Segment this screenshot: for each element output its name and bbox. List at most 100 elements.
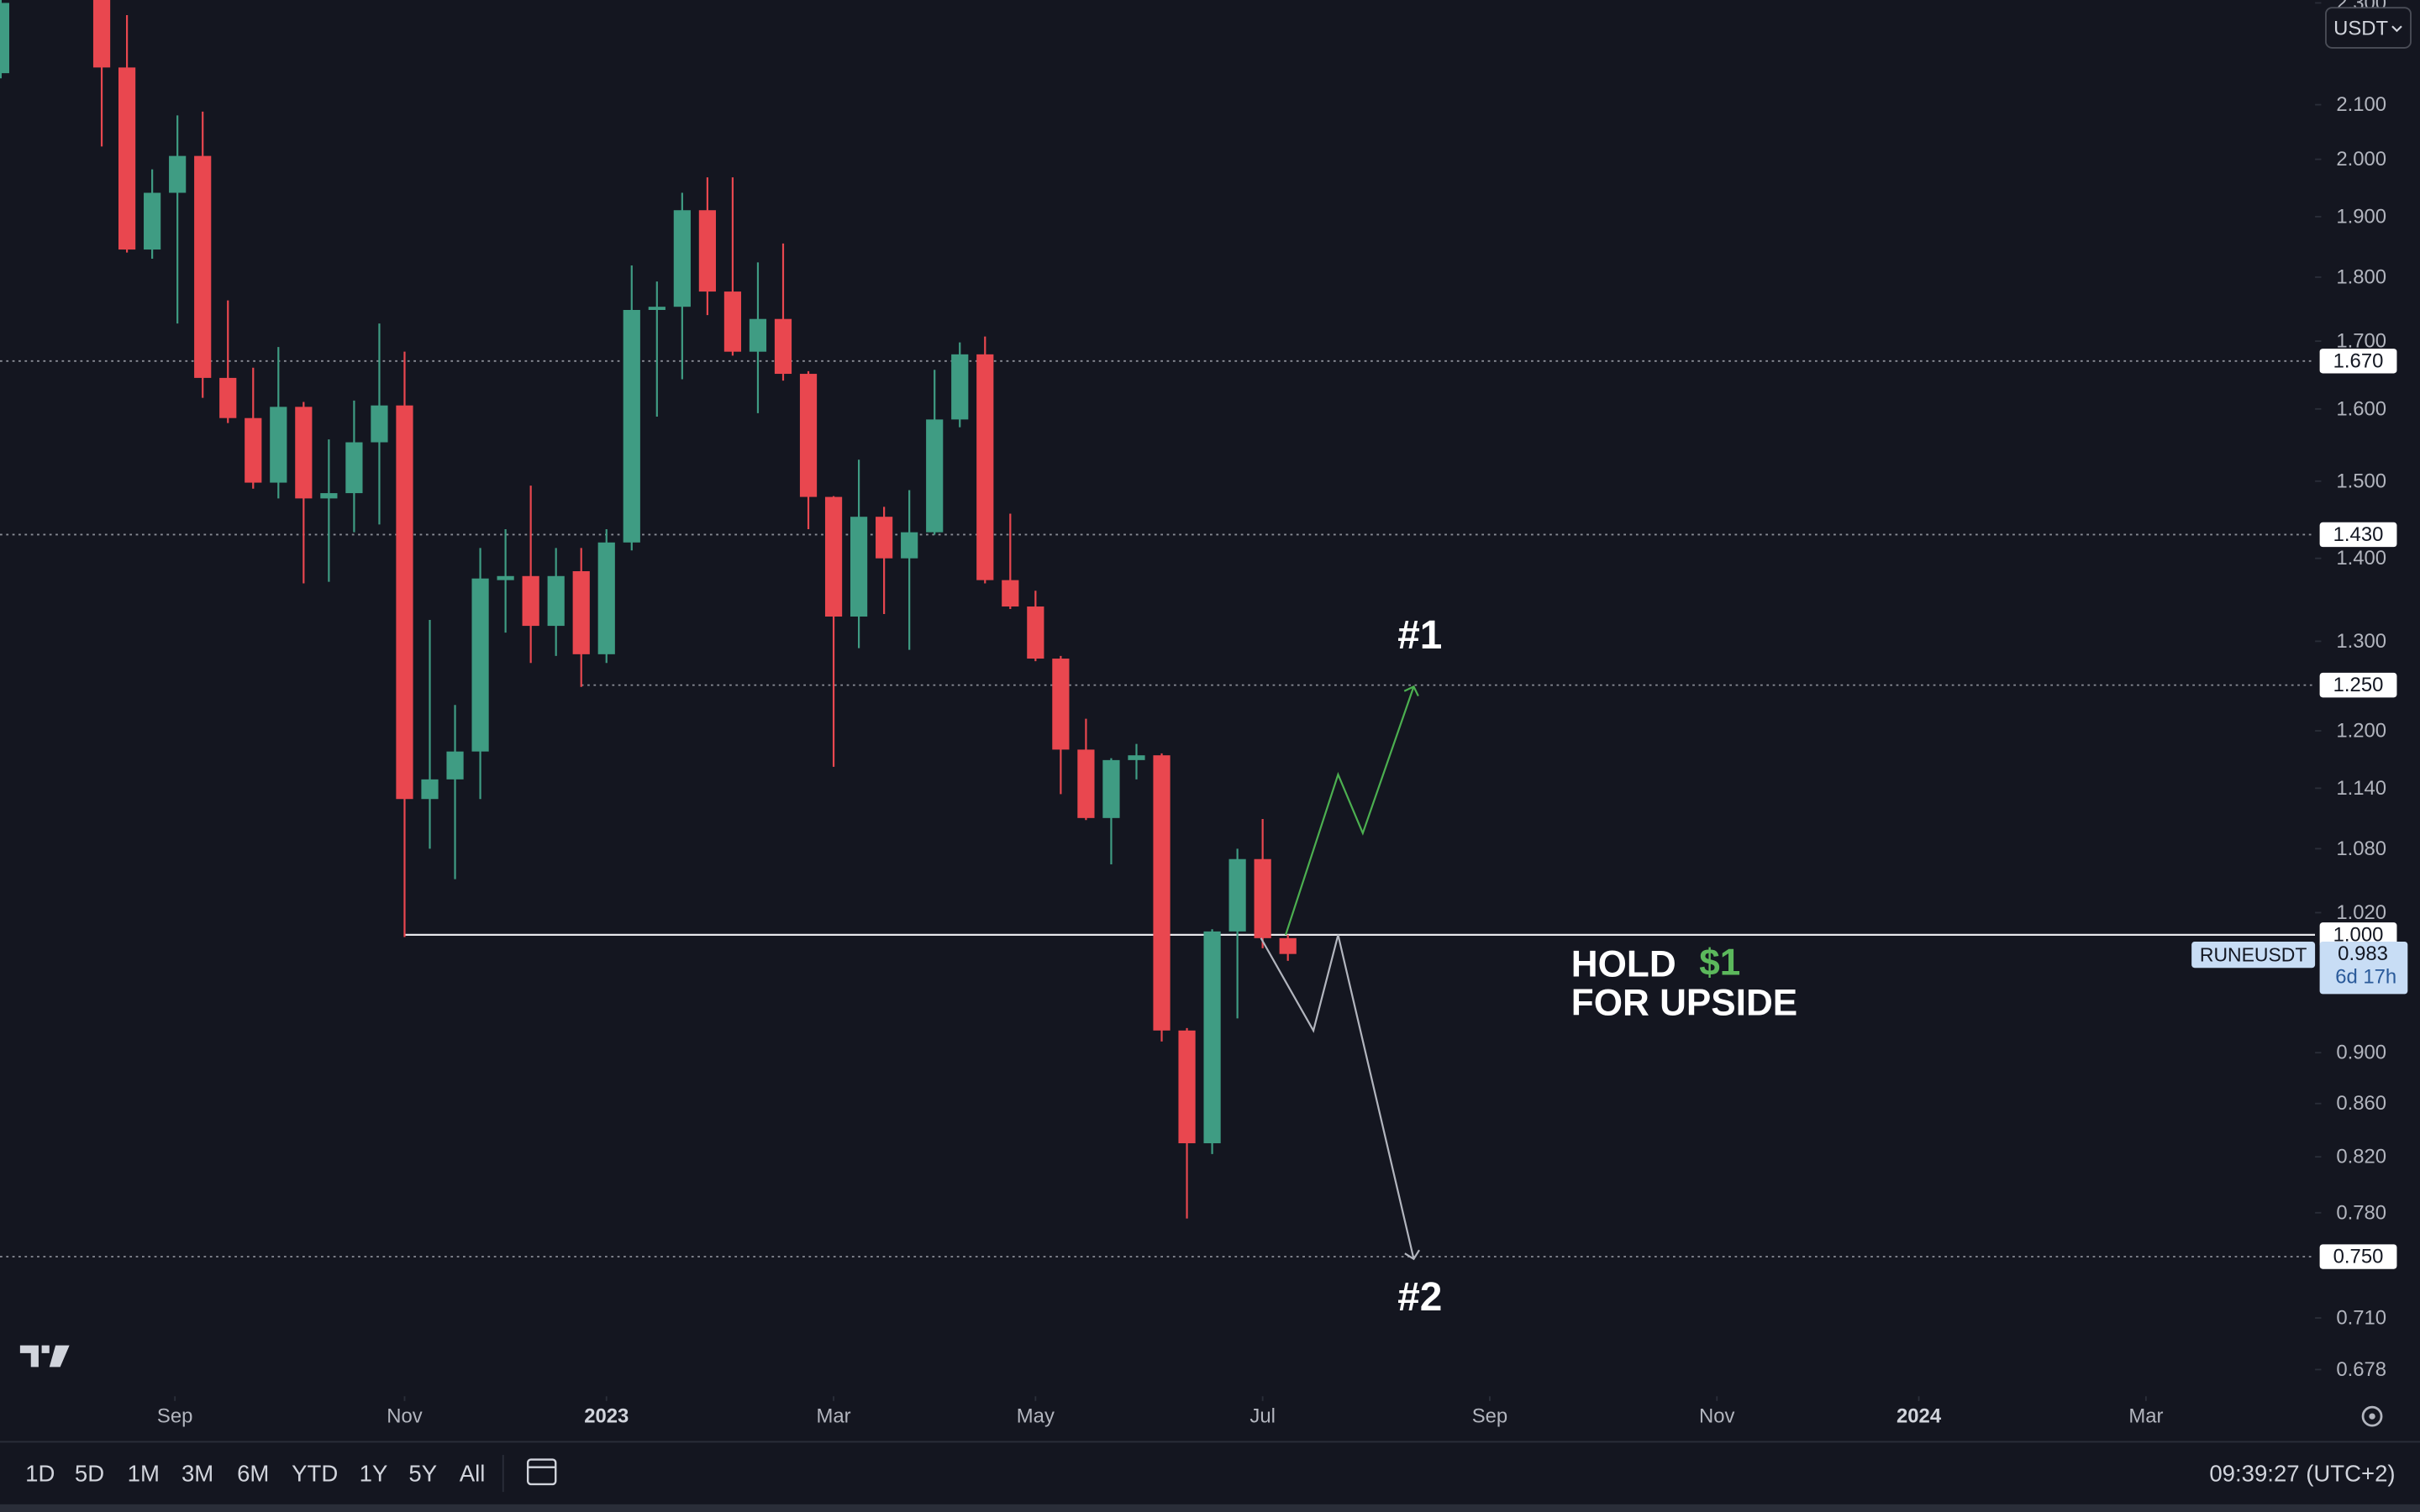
candle-body bbox=[497, 575, 514, 580]
time-axis: Sep Nov 2023 Mar May Jul Sep Nov 2024 Mar bbox=[157, 1396, 2163, 1428]
level-label-box bbox=[2319, 349, 2397, 374]
tv-logo bbox=[19, 1345, 70, 1368]
y-tick-label: 1.140 bbox=[2336, 777, 2386, 800]
bottom-toolbar: 09:39:27 (UTC+2) 1D 5D 1M 3M 6M YTD 1Y 5Y All bbox=[25, 1455, 2396, 1493]
y-tick-label: 1.300 bbox=[2336, 630, 2386, 653]
currency-label[interactable]: USDT bbox=[2333, 17, 2388, 39]
candle-body bbox=[976, 354, 994, 580]
y-tick-label: 1.900 bbox=[2336, 205, 2386, 228]
range-button[interactable]: 3M bbox=[182, 1461, 213, 1487]
candle-body bbox=[1203, 931, 1221, 1144]
currency-box[interactable] bbox=[2325, 7, 2412, 49]
annotation-upside: FOR UPSIDE bbox=[1571, 982, 1797, 1023]
candle-body bbox=[926, 419, 944, 533]
x-tick-label: Jul bbox=[1249, 1405, 1276, 1428]
x-tick-label: Mar bbox=[2128, 1405, 2163, 1428]
calendar-icon[interactable] bbox=[526, 1458, 557, 1486]
x-tick-label: Sep bbox=[1472, 1405, 1507, 1428]
settings-icon[interactable] bbox=[2361, 1405, 2383, 1427]
date-range-button[interactable] bbox=[526, 1458, 557, 1486]
level-label-box bbox=[2319, 522, 2397, 548]
candle-body bbox=[245, 417, 262, 483]
annotation-1: #1 bbox=[1397, 613, 1442, 658]
candle-body bbox=[1002, 580, 1019, 607]
y-tick-label: 1.080 bbox=[2336, 837, 2386, 860]
y-tick-label: 1.800 bbox=[2336, 265, 2386, 288]
annotation-hold: HOLD bbox=[1571, 943, 1676, 984]
y-tick-label: 1.020 bbox=[2336, 901, 2386, 924]
range-button[interactable]: 1Y bbox=[360, 1461, 388, 1487]
x-tick-label: Mar bbox=[817, 1405, 851, 1428]
candle-body bbox=[144, 192, 161, 250]
candle-body bbox=[396, 405, 413, 800]
candle-body bbox=[850, 517, 868, 617]
candle-body bbox=[901, 532, 918, 559]
y-tick-label: 1.500 bbox=[2336, 470, 2386, 492]
plot-area bbox=[0, 0, 2316, 1257]
y-tick-label: 0.820 bbox=[2336, 1146, 2386, 1168]
currency-select[interactable]: USDT bbox=[2325, 7, 2412, 49]
range-button[interactable]: 1D bbox=[25, 1461, 55, 1487]
level-label-box bbox=[2319, 672, 2397, 698]
candle-body bbox=[799, 374, 818, 497]
candle-body bbox=[421, 779, 439, 800]
candle-body bbox=[774, 318, 792, 375]
annotation-level: $1 bbox=[1699, 942, 1740, 984]
y-tick-label: 1.600 bbox=[2336, 397, 2386, 420]
last-price-label: 0.983 bbox=[2338, 942, 2388, 965]
candle-body bbox=[295, 407, 313, 499]
drawings: #1 #2 HOLD $1 FOR UPSIDE bbox=[1260, 613, 1797, 1320]
x-tick-label: Sep bbox=[157, 1405, 192, 1428]
range-button[interactable]: 5Y bbox=[408, 1461, 437, 1487]
range-button[interactable]: 5D bbox=[75, 1461, 104, 1487]
x-tick-label: May bbox=[1017, 1405, 1055, 1428]
range-button[interactable]: 6M bbox=[237, 1461, 269, 1487]
y-tick-label: 2.000 bbox=[2336, 148, 2386, 171]
range-button[interactable]: YTD bbox=[292, 1461, 338, 1487]
y-tick-label: 0.780 bbox=[2336, 1201, 2386, 1224]
gear[interactable] bbox=[2361, 1405, 2383, 1427]
gear-center bbox=[2369, 1413, 2375, 1420]
candle-body bbox=[648, 307, 666, 310]
range-button[interactable]: All bbox=[460, 1461, 486, 1487]
candle-body bbox=[623, 309, 640, 543]
x-tick-label: 2024 bbox=[1897, 1405, 1942, 1428]
x-tick-label: Nov bbox=[1699, 1405, 1734, 1428]
candle-body bbox=[1077, 749, 1095, 818]
y-tick-label: 1.400 bbox=[2336, 547, 2386, 570]
y-tick-label: 2.100 bbox=[2336, 93, 2386, 116]
level-label-box bbox=[2319, 1244, 2397, 1269]
candle-body bbox=[1102, 759, 1120, 818]
symbol-tag: RUNEUSDT bbox=[2200, 944, 2307, 966]
countdown: 6d 17h bbox=[2335, 966, 2396, 989]
candle-body bbox=[572, 570, 590, 654]
candle-body bbox=[118, 67, 136, 250]
candle-body bbox=[673, 210, 691, 307]
bullish-path bbox=[1284, 685, 1419, 936]
annotation-2: #2 bbox=[1397, 1275, 1442, 1320]
candle-body bbox=[169, 155, 187, 193]
x-tick-label: 2023 bbox=[584, 1405, 629, 1428]
candle-body bbox=[876, 517, 893, 559]
candle-body bbox=[270, 407, 287, 483]
candle-body bbox=[749, 318, 767, 352]
candle-body bbox=[194, 155, 212, 378]
candle-body bbox=[1153, 755, 1171, 1031]
level-label: 1.430 bbox=[2333, 523, 2384, 546]
bearish-path bbox=[1260, 934, 1420, 1261]
clock: 09:39:27 (UTC+2) bbox=[2209, 1461, 2395, 1487]
candle-body bbox=[371, 405, 388, 443]
candle-body bbox=[219, 377, 237, 418]
range-button[interactable]: 1M bbox=[128, 1461, 160, 1487]
candle-body bbox=[1178, 1030, 1196, 1144]
candle-body bbox=[522, 575, 539, 627]
y-tick-label: 0.900 bbox=[2336, 1042, 2386, 1064]
candle-body bbox=[824, 496, 843, 617]
candle-body bbox=[92, 0, 111, 68]
candle-body bbox=[1254, 858, 1271, 938]
candle-body bbox=[723, 291, 742, 352]
candle-body bbox=[471, 578, 489, 752]
candle-body bbox=[547, 575, 565, 627]
